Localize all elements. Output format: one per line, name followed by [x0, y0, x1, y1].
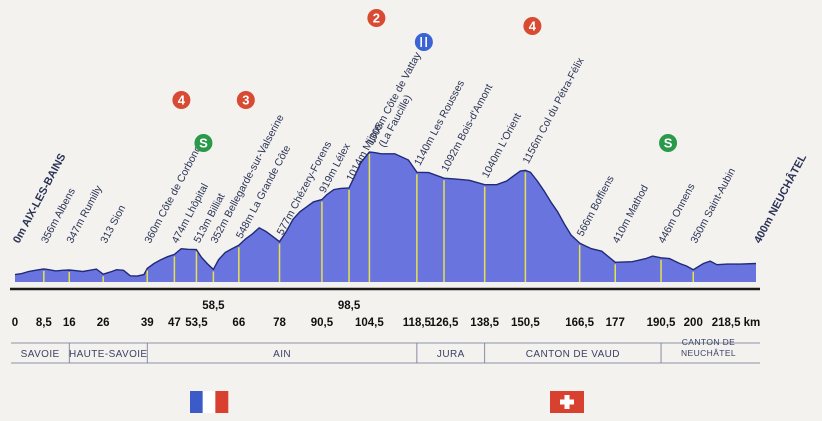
feed-marker-118-5	[414, 33, 433, 51]
elevation-area	[15, 152, 756, 282]
elevation-outline	[14, 151, 757, 277]
distance-tick-104-5: 104,5	[355, 317, 384, 329]
distance-tick-47: 47	[168, 317, 181, 329]
flag-france-band-2	[202, 391, 216, 413]
elevation-area-group	[14, 151, 757, 282]
distance-tick-90-5: 90,5	[311, 317, 334, 329]
climb-marker-104-5	[367, 9, 386, 27]
distance-axis-group: 0 8,5 16 26 39 47 53,5 58,5 66 78 90,5 98,5 104,5 118…	[10, 287, 761, 329]
waypoint-label-1156m-col-du-petra-felix: 1156m Col du Pétra-Félix	[520, 55, 586, 166]
climb-marker-66	[236, 91, 255, 109]
climb-marker-47	[172, 91, 191, 109]
flag-france-band-3	[215, 391, 229, 413]
distance-tick-39: 39	[141, 317, 154, 329]
flags-group	[190, 391, 584, 413]
distance-tick-200: 200	[684, 317, 703, 329]
distance-tick-166-5: 166,5	[565, 317, 594, 329]
flag-france-band-1	[190, 391, 203, 413]
waypoint-label-350m-saint-aubin: 350m Saint-Aubin	[688, 166, 738, 245]
region-label-jura: JURA	[437, 349, 465, 360]
fork-icon	[420, 37, 422, 47]
region-label-neuchatel: NEUCHÂTEL	[681, 348, 736, 358]
waypoint-label-313-sion: 313 Sion	[98, 203, 128, 245]
distance-tick-58-5: 58,5	[202, 300, 225, 312]
category-markers-group: 4 S 3 2 4 S	[172, 9, 678, 152]
waypoint-label-400m-neuchatel: 400m NEUCHÂTEL	[751, 152, 809, 246]
sprint-marker-53-5	[194, 134, 213, 152]
waypoint-label-566m-boffiens: 566m Boffiens	[575, 174, 617, 239]
waypoint-label-410m-mathod: 410m Mathod	[610, 183, 651, 245]
distance-tick-0: 0	[12, 317, 18, 329]
knife-icon	[425, 37, 427, 47]
distance-tick-26: 26	[97, 317, 110, 329]
waypoint-label-1040m-l-orient: 1040m L'Orient	[480, 111, 524, 180]
distance-tick-150-5: 150,5	[511, 317, 540, 329]
region-label-haute-savoie: HAUTE-SAVOIE	[69, 349, 148, 360]
region-label-canton-de-vaud: CANTON DE VAUD	[526, 349, 620, 360]
flag-switzerland-cross-h	[560, 399, 574, 405]
sprint-marker-190-5	[659, 134, 678, 152]
distance-tick-66: 66	[232, 317, 245, 329]
climb-marker-104-5-label: 2	[373, 11, 380, 26]
climb-marker-150-5-label: 4	[529, 19, 537, 34]
climb-marker-150-5	[523, 17, 542, 35]
distance-tick-16: 16	[63, 317, 76, 329]
distance-tick-126-5: 126,5	[430, 317, 459, 329]
distance-tick-98-5: 98,5	[338, 300, 361, 312]
region-label-savoie: SAVOIE	[21, 349, 60, 360]
waypoint-lines-group	[43, 154, 695, 282]
region-label-canton-de: CANTON DE	[682, 337, 736, 347]
distance-tick-78: 78	[273, 317, 286, 329]
climb-marker-66-label: 3	[242, 93, 249, 108]
distance-tick-218-5: 218,5 km	[712, 317, 761, 329]
sprint-marker-53-5-label: S	[199, 136, 208, 151]
distance-tick-8-5: 8,5	[36, 317, 53, 329]
climb-marker-47-label: 4	[178, 93, 186, 108]
distance-tick-118-5: 118,5	[403, 317, 432, 329]
distance-tick-177: 177	[606, 317, 625, 329]
regions-group: SAVOIE HAUTE-SAVOIE AIN JURA CANTON DE VAUD C…	[11, 337, 760, 364]
region-label-ain: AIN	[273, 349, 291, 360]
distance-tick-138-5: 138,5	[470, 317, 499, 329]
distance-tick-190-5: 190,5	[647, 317, 676, 329]
distance-tick-53-5: 53,5	[185, 317, 208, 329]
sprint-marker-190-5-label: S	[664, 136, 673, 151]
